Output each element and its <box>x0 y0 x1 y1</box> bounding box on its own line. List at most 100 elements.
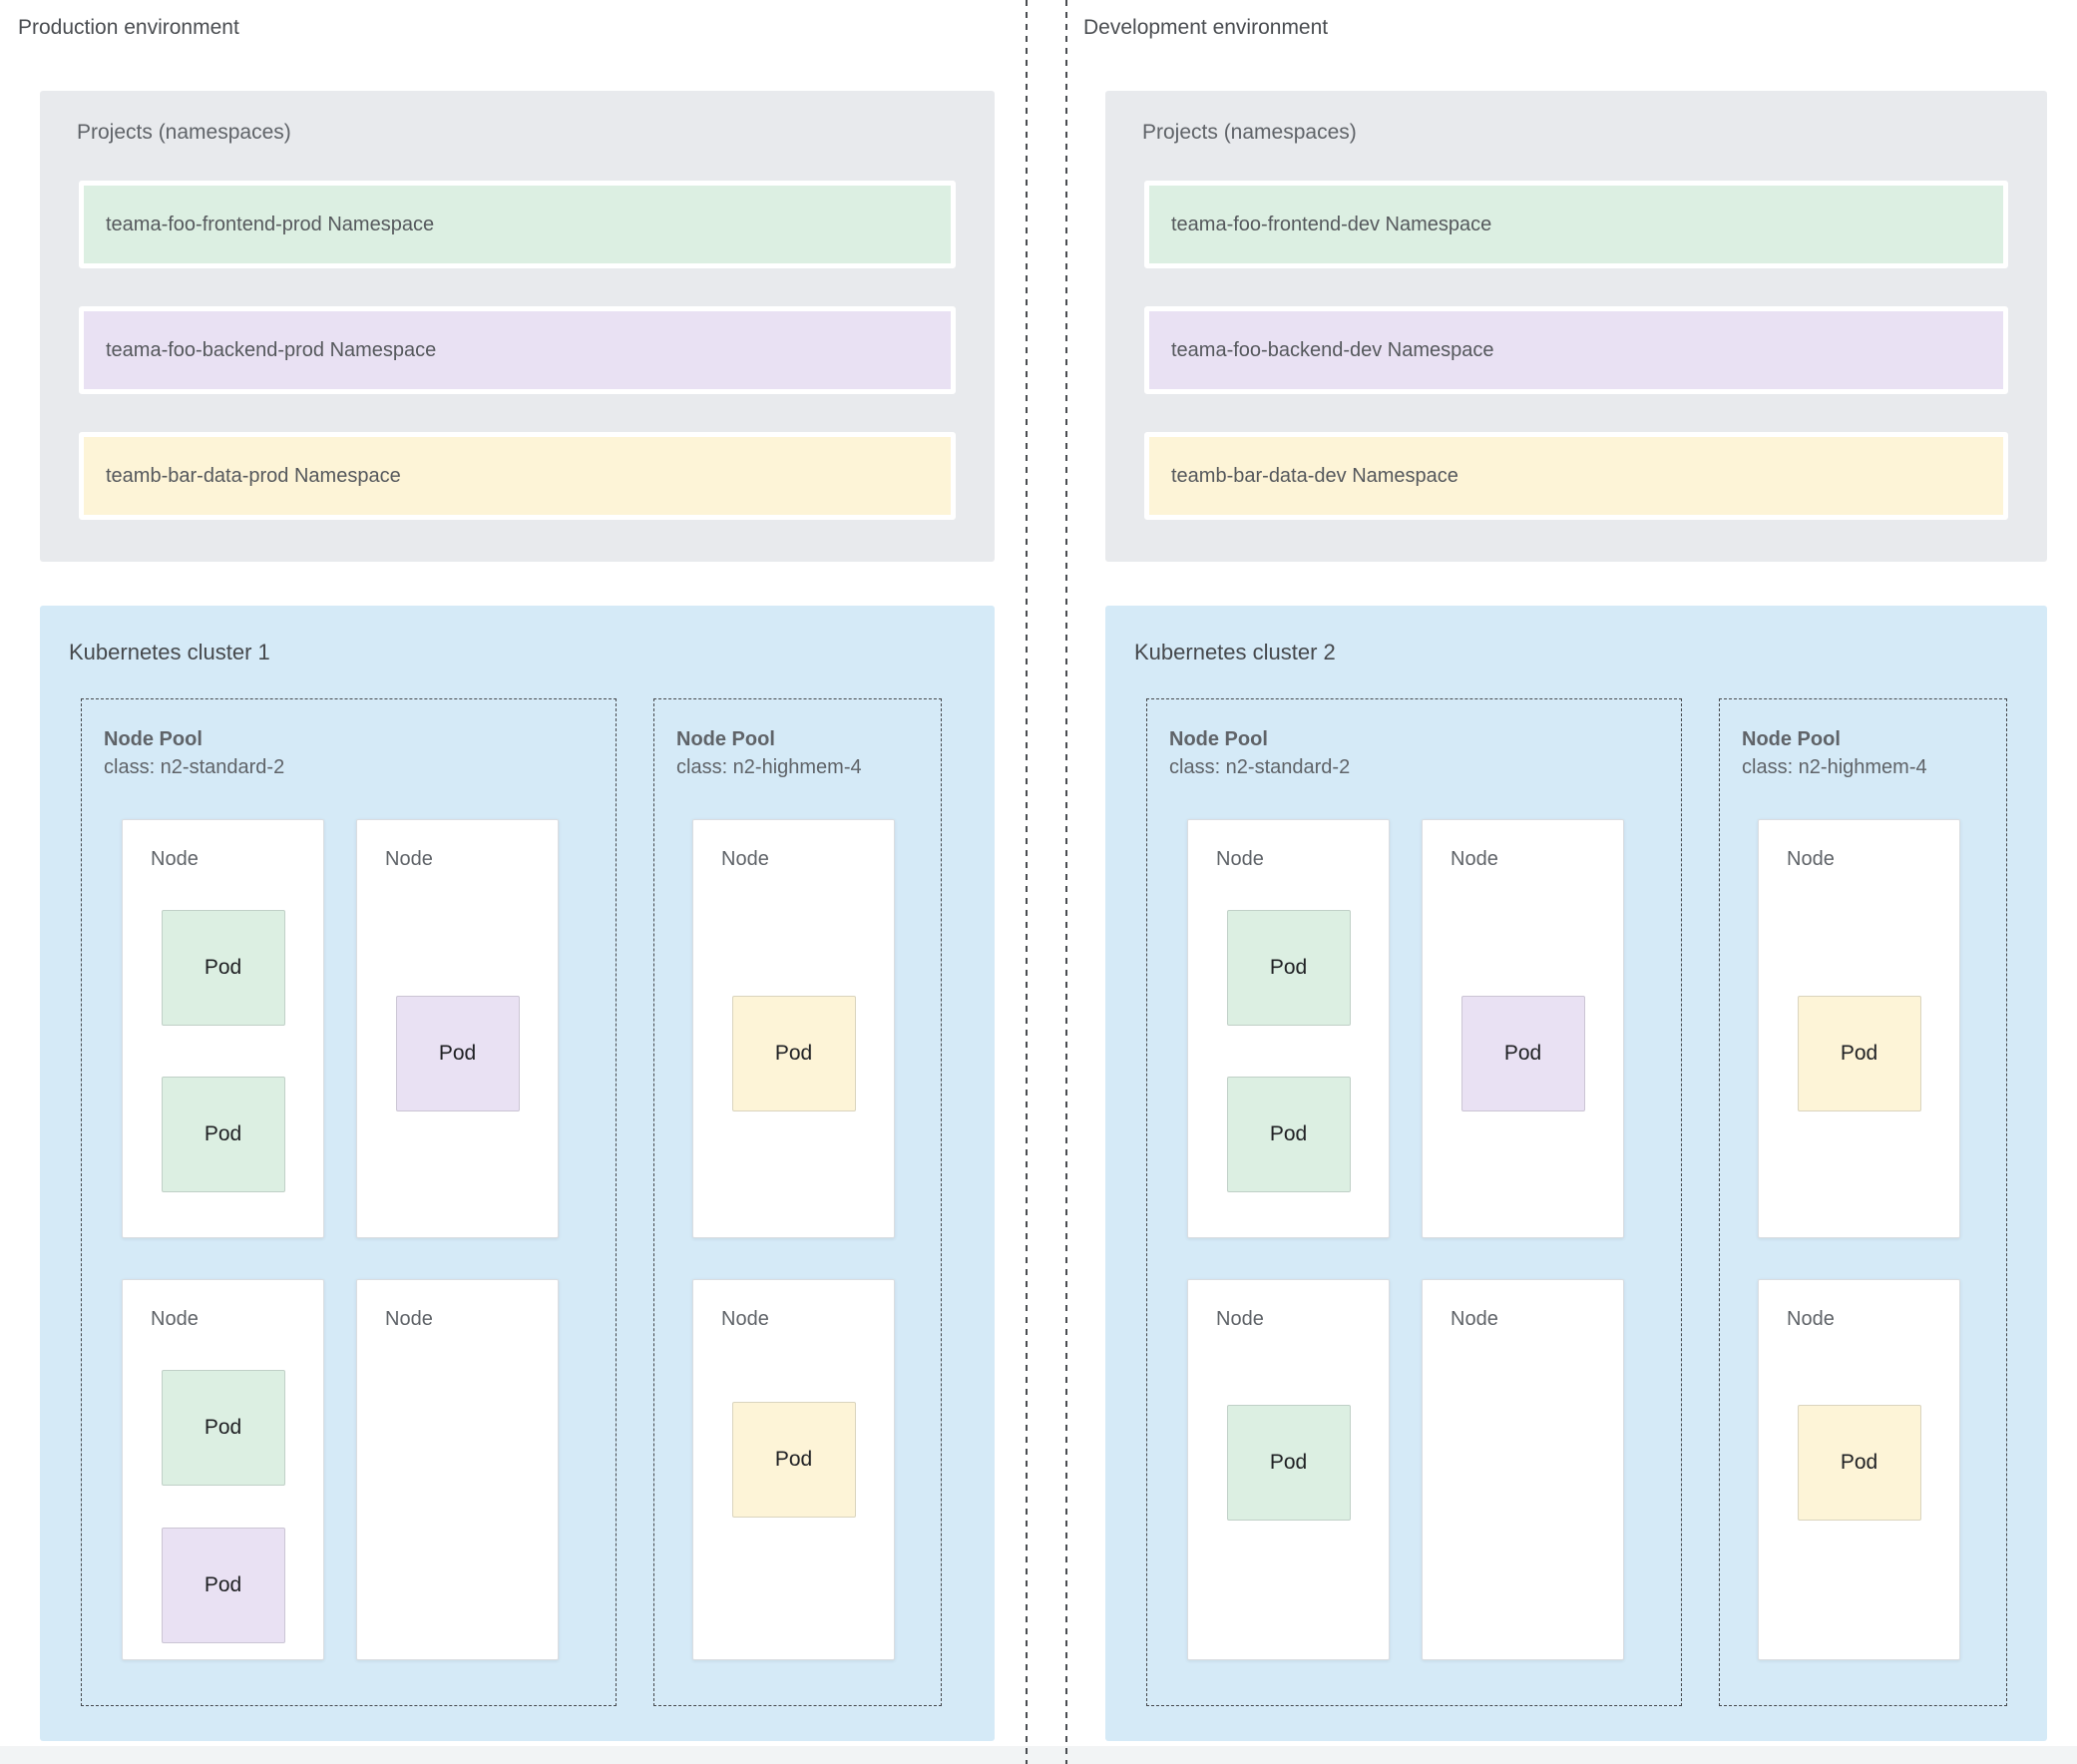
cluster-box: Kubernetes cluster 1 Node Pool class: n2-s… <box>40 606 995 1741</box>
namespace-list: teama-foo-frontend-prod Namespace teama-f… <box>79 181 956 520</box>
page-bottom-strip <box>0 1746 2077 1764</box>
namespace-list: teama-foo-frontend-dev Namespace teama-fo… <box>1144 181 2008 520</box>
cluster-label: Kubernetes cluster 1 <box>69 640 270 664</box>
namespace-label: teama-foo-frontend-prod Namespace <box>106 213 435 235</box>
node-pool-header: Node Pool class: n2-standard-2 <box>104 725 284 781</box>
namespace-label: teama-foo-backend-dev Namespace <box>1171 338 1494 361</box>
pod: Pod <box>731 996 856 1111</box>
node-pool-title: Node Pool <box>676 728 775 750</box>
node-label: Node <box>1451 1308 1498 1330</box>
environment-panel-production: Production environment Projects (namespac… <box>18 0 995 1764</box>
namespace-label: teamb-bar-data-prod Namespace <box>106 464 401 487</box>
namespace-row: teamb-bar-data-prod Namespace <box>79 432 956 520</box>
node-box: Node Pod <box>1187 1279 1390 1660</box>
environment-divider-line-right <box>1065 0 1067 1764</box>
namespace-row: teama-foo-backend-prod Namespace <box>79 306 956 394</box>
node-label: Node <box>1787 848 1835 870</box>
node-box: Node <box>356 1279 559 1660</box>
node-box: Node Pod Pod <box>122 819 324 1238</box>
node-box: Node Pod <box>1758 819 1960 1238</box>
node-box: Node Pod <box>1758 1279 1960 1660</box>
pod: Pod <box>1226 1077 1351 1192</box>
pod-label: Pod <box>204 1122 242 1145</box>
node-pool-header: Node Pool class: n2-standard-2 <box>1169 725 1350 781</box>
namespace-row: teama-foo-backend-dev Namespace <box>1144 306 2008 394</box>
node-pool: Node Pool class: n2-highmem-4 Node Pod Node P… <box>653 698 942 1706</box>
pod: Pod <box>1226 1405 1351 1521</box>
namespace-row: teamb-bar-data-dev Namespace <box>1144 432 2008 520</box>
node-label: Node <box>1216 848 1264 870</box>
node-box: Node Pod <box>1422 819 1624 1238</box>
namespace-row: teama-foo-frontend-dev Namespace <box>1144 181 2008 268</box>
environment-title: Production environment <box>18 16 239 39</box>
pod: Pod <box>1797 996 1921 1111</box>
pod-label: Pod <box>204 1573 242 1596</box>
projects-label: Projects (namespaces) <box>1142 121 1357 144</box>
pod: Pod <box>395 996 520 1111</box>
namespace-label: teama-foo-frontend-dev Namespace <box>1171 213 1492 235</box>
node-pools: Node Pool class: n2-standard-2 Node Pod Pod N… <box>81 698 942 1706</box>
pod-label: Pod <box>1269 1122 1308 1145</box>
node-pool-header: Node Pool class: n2-highmem-4 <box>676 725 862 781</box>
pod: Pod <box>161 910 285 1026</box>
pod: Pod <box>1226 910 1351 1026</box>
node-grid: Node Pod Pod Node Pod Node Pod Node <box>1187 819 1624 1660</box>
node-box: Node Pod Pod <box>122 1279 324 1660</box>
pod: Pod <box>1797 1405 1921 1521</box>
node-pool-class: class: n2-highmem-4 <box>1742 756 1927 778</box>
namespace-label: teamb-bar-data-dev Namespace <box>1171 464 1458 487</box>
pod-label: Pod <box>1840 1451 1878 1474</box>
pod-label: Pod <box>1503 1042 1542 1065</box>
node-pool-class: class: n2-highmem-4 <box>676 756 862 778</box>
pod-label: Pod <box>204 1416 242 1439</box>
cluster-box: Kubernetes cluster 2 Node Pool class: n2-s… <box>1105 606 2047 1741</box>
node-pool-header: Node Pool class: n2-highmem-4 <box>1742 725 1927 781</box>
node-label: Node <box>721 1308 769 1330</box>
node-pools: Node Pool class: n2-standard-2 Node Pod Pod N… <box>1146 698 2007 1706</box>
node-pool-title: Node Pool <box>1742 728 1841 750</box>
pod-label: Pod <box>438 1042 477 1065</box>
pod-label: Pod <box>1840 1042 1878 1065</box>
node-label: Node <box>385 848 433 870</box>
pod-label: Pod <box>1269 1451 1308 1474</box>
projects-box: Projects (namespaces) teama-foo-frontend-… <box>40 91 995 562</box>
pod: Pod <box>731 1402 856 1518</box>
node-box: Node Pod <box>692 819 895 1238</box>
pod: Pod <box>1460 996 1585 1111</box>
node-label: Node <box>1451 848 1498 870</box>
node-label: Node <box>1787 1308 1835 1330</box>
projects-box: Projects (namespaces) teama-foo-frontend-… <box>1105 91 2047 562</box>
projects-label: Projects (namespaces) <box>77 121 291 144</box>
node-label: Node <box>151 848 199 870</box>
environment-divider-line-left <box>1026 0 1028 1764</box>
pod-label: Pod <box>204 956 242 979</box>
node-label: Node <box>151 1308 199 1330</box>
environment-title: Development environment <box>1083 16 1329 39</box>
node-pool-title: Node Pool <box>1169 728 1268 750</box>
pod: Pod <box>161 1370 285 1486</box>
node-pool-title: Node Pool <box>104 728 203 750</box>
node-pool: Node Pool class: n2-standard-2 Node Pod Pod N… <box>1146 698 1682 1706</box>
node-grid: Node Pod Node Pod <box>1758 819 1960 1660</box>
pod-label: Pod <box>774 1448 813 1471</box>
pod: Pod <box>161 1077 285 1192</box>
node-grid: Node Pod Pod Node Pod Node Pod Pod Node <box>122 819 559 1660</box>
node-pool-class: class: n2-standard-2 <box>104 756 285 778</box>
node-box: Node Pod Pod <box>1187 819 1390 1238</box>
pod-label: Pod <box>1269 956 1308 979</box>
node-pool-class: class: n2-standard-2 <box>1169 756 1351 778</box>
node-box: Node <box>1422 1279 1624 1660</box>
namespace-label: teama-foo-backend-prod Namespace <box>106 338 437 361</box>
environment-panel-development: Development environment Projects (namespa… <box>1083 0 2047 1764</box>
namespace-row: teama-foo-frontend-prod Namespace <box>79 181 956 268</box>
node-pool: Node Pool class: n2-highmem-4 Node Pod Node P… <box>1719 698 2007 1706</box>
node-grid: Node Pod Node Pod <box>692 819 895 1660</box>
node-pool: Node Pool class: n2-standard-2 Node Pod Pod N… <box>81 698 617 1706</box>
pod-label: Pod <box>774 1042 813 1065</box>
node-box: Node Pod <box>692 1279 895 1660</box>
pod: Pod <box>161 1528 285 1643</box>
node-label: Node <box>385 1308 433 1330</box>
node-label: Node <box>721 848 769 870</box>
node-label: Node <box>1216 1308 1264 1330</box>
